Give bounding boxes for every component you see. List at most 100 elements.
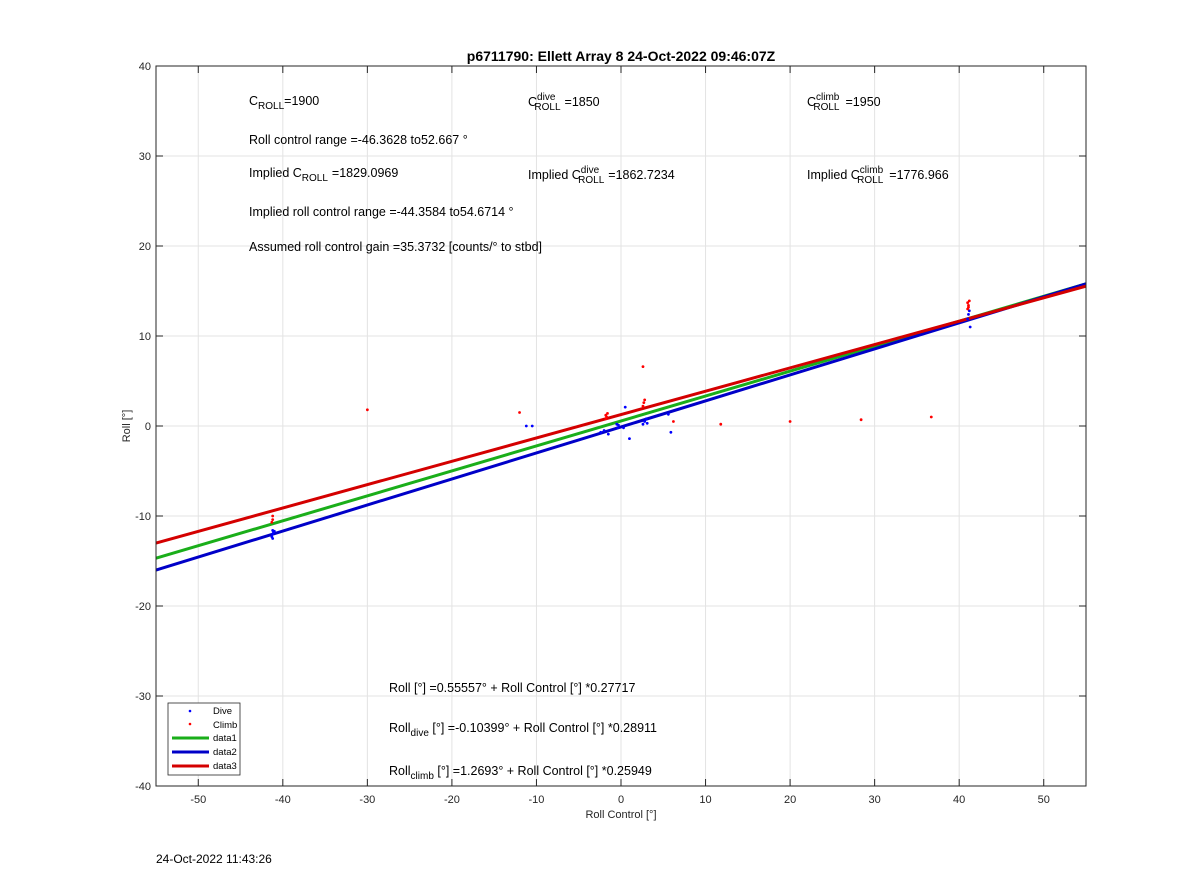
y-axis-label: Roll [°] [121,410,133,443]
climb-point [641,404,645,408]
x-tick-label: -10 [529,794,545,806]
dive-point [616,426,620,430]
dive-point [967,309,971,313]
annotation-fit-dive-rest: [°] =-0.10399° + Roll Control [°] *0.289… [429,721,657,735]
x-tick-label: 20 [784,794,796,806]
climb-point [788,420,792,423]
annotation-implied-c-roll: Implied CROLL =1829.0969 [249,166,398,184]
dive-point [272,529,276,533]
y-tick-label: -40 [135,781,151,793]
annotation-implied-c-roll-climb: Implied Cclimb ROLL =1776.966 [807,165,949,186]
annotation-c-roll-dive-base: C [528,95,537,109]
climb-point [967,305,970,309]
x-tick-label: -50 [190,794,206,806]
annotation-roll-range: Roll control range =-46.3628 to52.667 ° [249,133,468,147]
climb-point [643,398,647,402]
x-axis-label: Roll Control [°] [585,809,656,821]
annotation-implied-c-roll-dive: Implied Cdive ROLL =1862.7234 [528,165,675,186]
fit-lines [155,282,1087,572]
annotation-implied-c-roll-dive-prefix: Implied C [528,168,581,182]
annotation-c-roll-base: C [249,94,258,108]
climb-point [365,408,369,412]
y-tick-label: -10 [135,511,151,523]
climb-point [967,299,971,303]
dive-point [606,432,610,436]
climb-point [270,520,274,524]
footer-timestamp: 24-Oct-2022 11:43:26 [156,852,272,866]
dive-point [967,313,970,316]
legend-label-data3: data3 [213,761,237,772]
dive-point [524,424,528,428]
dive-point [669,430,673,434]
annotation-implied-c-roll-dive-sub: ROLL [578,175,605,186]
legend-marker-climb [188,722,192,726]
climb-point [929,415,933,419]
annotation-implied-range: Implied roll control range =-44.3584 to5… [249,205,514,219]
annotation-c-roll-sub: ROLL [258,101,285,112]
annotation-fit-climb-rest: [°] =1.2693° + Roll Control [°] *0.25949 [434,764,652,778]
y-tick-label: 40 [139,61,151,73]
annotation-fit-climb: Rollclimb [°] =1.2693° + Roll Control [°… [389,764,652,782]
x-tick-label: -20 [444,794,460,806]
legend-label-data1: data1 [213,733,237,744]
climb-point [859,418,863,422]
y-tick-label: 20 [139,241,151,253]
annotation-implied-c-roll-dive-sup: dive [581,165,600,176]
annotation-implied-c-roll-climb-value: =1776.966 [889,168,948,182]
x-tick-label: 40 [953,794,965,806]
annotation-fit-all: Roll [°] =0.55557° + Roll Control [°] *0… [389,681,635,695]
annotation-fit-dive: Rolldive [°] =-0.10399° + Roll Control [… [389,721,657,739]
annotation-gain: Assumed roll control gain =35.3732 [coun… [249,240,542,254]
axis-ticks: -50 -40 -30 -20 -10 0 10 20 30 40 50 -40 -30 -20 -10 0 1… [135,61,1086,806]
dive-point [623,405,627,409]
annotation-c-roll-climb: Cclimb ROLL =1950 [807,92,881,113]
y-tick-label: 0 [145,421,151,433]
dive-point [643,420,647,423]
annotation-fit-dive-sub: dive [411,728,430,739]
x-tick-label: 0 [618,794,624,806]
annotation-implied-c-roll-dive-value: =1862.7234 [608,168,674,182]
annotation-c-roll-climb-base: C [807,95,816,109]
annotation-fit-climb-sub: climb [411,771,435,782]
chart-title: p6711790: Ellett Array 8 24-Oct-2022 09:… [467,48,776,64]
climb-point [672,420,675,423]
climb-point [641,365,645,368]
annotation-c-roll-value: =1900 [284,94,319,108]
annotation-c-roll-dive-value: =1850 [565,95,600,109]
climb-point [518,411,521,414]
dive-point [622,426,625,430]
climb-point [605,415,609,419]
dive-point [641,422,645,426]
dive-point [271,537,275,540]
climb-point [606,412,609,415]
dive-point [966,317,970,321]
dive-point [617,423,620,427]
dive-point [628,437,631,440]
climb-point [642,401,646,404]
annotation-c-roll-dive-sub: ROLL [534,102,561,113]
annotation-c-roll-climb-sub: ROLL [813,102,840,113]
dive-point [645,421,649,425]
annotation-fit-dive-base: Roll [389,721,411,735]
x-tick-label: 30 [869,794,881,806]
dive-point [602,429,606,432]
climb-point [719,422,723,426]
legend-label-climb: Climb [213,720,237,731]
dive-point [644,417,648,421]
fit-line-data3 [155,284,1087,545]
annotation-implied-c-roll-climb-sub: ROLL [857,175,884,186]
annotation-implied-c-roll-sub: ROLL [302,173,329,184]
annotation-implied-c-roll-climb-prefix: Implied C [807,168,860,182]
annotation-fit-climb-base: Roll [389,764,411,778]
x-tick-label: 50 [1038,794,1050,806]
legend-marker-dive [188,709,192,713]
annotation-c-roll-climb-sup: climb [816,92,840,103]
annotation-implied-c-roll-climb-sup: climb [860,165,884,176]
fit-line-data2 [155,282,1087,572]
legend: Dive Climb data1 data2 data3 [167,702,241,776]
climb-point [271,514,275,518]
dive-point [666,412,670,416]
annotation-implied-c-roll-value: =1829.0969 [332,166,398,180]
legend-label-dive: Dive [213,706,232,717]
